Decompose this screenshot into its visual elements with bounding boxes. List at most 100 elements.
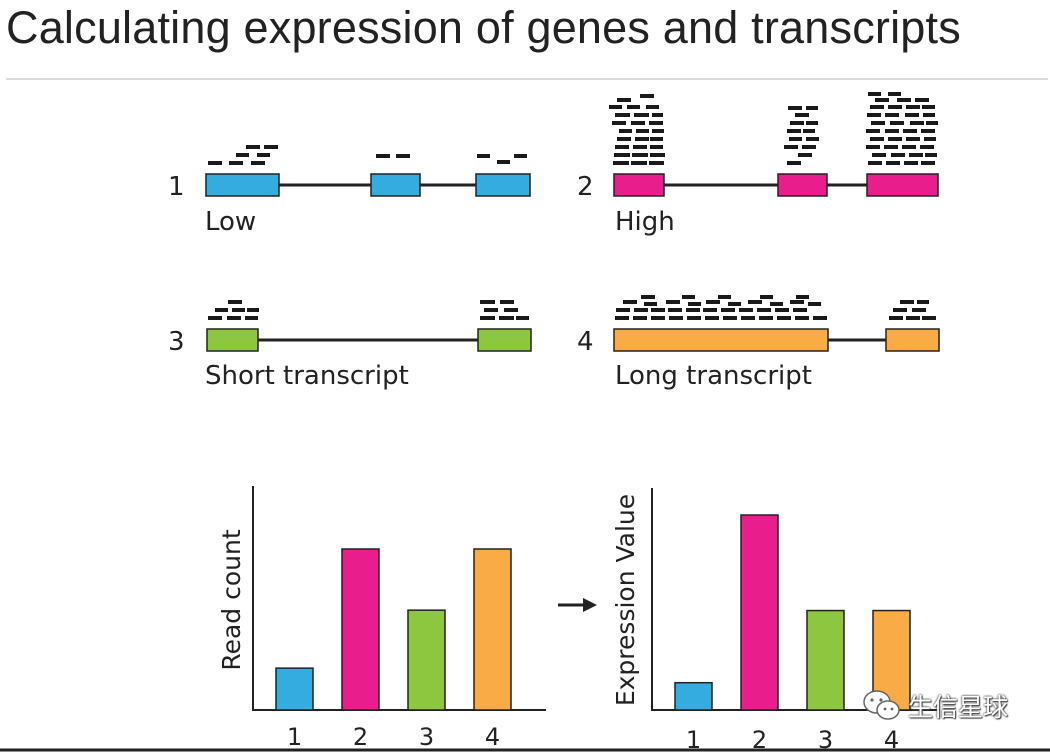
read-mark [646, 105, 659, 109]
read-mark [924, 137, 936, 141]
read-mark [793, 308, 807, 312]
read-mark [633, 145, 647, 149]
read-mark [615, 113, 630, 117]
read-mark [926, 121, 938, 125]
read-mark [872, 153, 886, 157]
x-tick-label: 2 [752, 726, 767, 754]
read-mark [866, 129, 880, 133]
read-mark [775, 308, 789, 312]
title-divider [6, 78, 1048, 80]
read-mark [739, 308, 753, 312]
read-mark [904, 161, 918, 165]
read-mark [631, 161, 647, 165]
read-mark [396, 154, 410, 158]
read-mark [897, 98, 911, 102]
read-mark [613, 161, 629, 165]
read-mark [888, 137, 902, 141]
read-mark [728, 302, 741, 306]
read-mark [906, 316, 920, 320]
bar-3 [407, 609, 446, 711]
read-mark [813, 316, 827, 320]
read-mark [787, 129, 801, 133]
bar-2 [740, 514, 779, 711]
read-mark [635, 137, 649, 141]
read-mark [808, 302, 821, 306]
read-mark [208, 316, 222, 320]
bar-1 [275, 667, 314, 711]
read-mark [480, 316, 495, 320]
read-mark [640, 94, 654, 98]
read-mark [906, 137, 920, 141]
read-mark [652, 113, 663, 117]
read-mark [903, 129, 917, 133]
read-mark [617, 98, 631, 102]
read-mark [917, 300, 929, 304]
read-mark [921, 161, 935, 165]
bar-2 [341, 548, 380, 711]
gene-number-2: 2 [577, 172, 594, 202]
read-mark [632, 153, 648, 157]
bar-3 [806, 609, 845, 711]
read-mark [922, 316, 936, 320]
bar-group [275, 548, 512, 711]
read-mark [912, 308, 926, 312]
read-mark [686, 308, 700, 312]
read-mark [784, 145, 798, 149]
read-mark [227, 316, 241, 320]
x-tick-label: 2 [353, 723, 368, 751]
read-mark [246, 145, 260, 149]
read-mark [788, 106, 802, 110]
read-mark [615, 316, 629, 320]
x-tick-label: 3 [818, 726, 833, 754]
read-mark [688, 302, 701, 306]
read-mark [795, 316, 809, 320]
x-tick-label: 4 [485, 723, 500, 751]
read-mark [705, 316, 719, 320]
gene-label-3: Short transcript [205, 361, 409, 391]
read-mark [721, 308, 735, 312]
read-mark [229, 161, 243, 165]
arrow-icon [558, 598, 597, 612]
read-mark [619, 129, 632, 133]
read-mark [666, 300, 680, 304]
read-mark [900, 300, 914, 304]
read-mark [741, 316, 755, 320]
read-cluster [615, 295, 936, 320]
read-mark [893, 308, 907, 312]
read-mark [806, 121, 818, 125]
read-mark [669, 316, 683, 320]
read-mark [500, 300, 514, 304]
read-mark [884, 145, 898, 149]
read-mark [236, 153, 249, 157]
read-mark [902, 145, 916, 149]
read-mark [682, 295, 695, 299]
read-mark [875, 98, 889, 102]
read-mark [870, 137, 884, 141]
gene-model-4: 4 Long transcript [577, 295, 940, 391]
x-tick-labels: 1 2 3 4 [686, 726, 899, 754]
read-mark [376, 154, 390, 158]
read-mark [905, 113, 919, 117]
read-mark [757, 308, 771, 312]
read-mark [909, 153, 923, 157]
read-mark [504, 308, 518, 312]
read-mark [925, 153, 937, 157]
exon [206, 328, 259, 352]
read-mark [885, 113, 899, 117]
read-mark [806, 137, 819, 141]
x-tick-labels: 1 2 3 4 [287, 723, 500, 751]
read-mark [615, 145, 629, 149]
read-mark [631, 121, 645, 125]
read-mark [649, 121, 663, 125]
read-mark [885, 129, 899, 133]
read-mark [891, 153, 905, 157]
read-mark [868, 92, 881, 96]
read-mark [636, 129, 649, 133]
exon [613, 173, 665, 197]
read-mark [652, 129, 664, 133]
read-mark [706, 300, 720, 304]
exon [613, 328, 829, 352]
read-mark [499, 316, 514, 320]
read-mark [514, 154, 527, 158]
x-tick-label: 1 [686, 726, 701, 754]
